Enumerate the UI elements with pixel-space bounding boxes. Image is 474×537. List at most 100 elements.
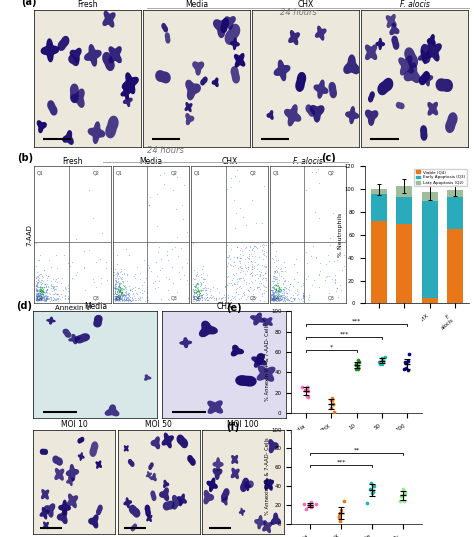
Point xyxy=(272,273,279,281)
Point xyxy=(329,209,337,218)
Polygon shape xyxy=(146,471,152,479)
Point xyxy=(38,290,46,299)
Point xyxy=(38,286,46,295)
Point xyxy=(289,294,296,302)
Point xyxy=(241,270,248,278)
Point xyxy=(271,294,278,303)
Point xyxy=(290,281,297,290)
Point xyxy=(333,284,341,292)
Point xyxy=(285,283,293,292)
Point xyxy=(40,265,48,274)
Point xyxy=(33,281,40,290)
Point xyxy=(280,285,287,293)
Polygon shape xyxy=(255,353,265,365)
Point xyxy=(256,296,264,304)
Point xyxy=(32,274,40,282)
Polygon shape xyxy=(165,32,171,43)
Point xyxy=(221,295,229,304)
Point xyxy=(35,295,42,303)
Point xyxy=(38,289,46,297)
Point xyxy=(34,295,42,304)
Point xyxy=(231,261,239,270)
Point xyxy=(61,294,69,302)
Point xyxy=(281,288,288,296)
Point xyxy=(246,283,254,292)
Point xyxy=(113,294,121,303)
Point xyxy=(110,289,118,298)
Point xyxy=(110,282,118,291)
Point xyxy=(47,280,55,289)
Point xyxy=(190,293,197,301)
Point xyxy=(33,288,41,297)
Polygon shape xyxy=(231,455,238,464)
Point xyxy=(128,296,135,305)
Point xyxy=(136,293,144,302)
Polygon shape xyxy=(345,106,359,124)
Point xyxy=(271,281,279,289)
Point xyxy=(273,294,280,303)
Point xyxy=(129,288,137,297)
Point xyxy=(121,292,128,301)
Point xyxy=(117,289,125,298)
Point xyxy=(235,282,242,291)
Polygon shape xyxy=(315,26,327,41)
Point xyxy=(35,276,42,285)
Polygon shape xyxy=(150,473,157,481)
Point xyxy=(201,282,209,291)
Point xyxy=(287,296,294,305)
Point xyxy=(282,286,290,295)
Point xyxy=(282,284,290,293)
Point xyxy=(268,238,276,247)
Point xyxy=(114,293,122,302)
Point xyxy=(308,497,315,506)
Point xyxy=(248,257,255,266)
Point xyxy=(252,243,259,251)
Point xyxy=(253,284,260,292)
Point xyxy=(33,294,40,303)
Point xyxy=(269,290,277,299)
Point xyxy=(196,295,203,303)
Point xyxy=(279,292,287,301)
Point xyxy=(276,294,284,302)
Point xyxy=(118,290,125,299)
Point xyxy=(115,287,123,296)
X-axis label: Annexin V: Annexin V xyxy=(55,305,90,311)
Point xyxy=(248,272,256,280)
Point xyxy=(276,287,284,296)
Polygon shape xyxy=(146,514,153,522)
Polygon shape xyxy=(231,468,240,479)
Point xyxy=(125,289,132,297)
Polygon shape xyxy=(88,514,99,528)
Point xyxy=(111,274,119,282)
Point xyxy=(38,271,46,280)
Polygon shape xyxy=(425,40,442,62)
Point xyxy=(113,270,120,279)
Point xyxy=(260,182,267,191)
Point xyxy=(272,288,279,297)
Point xyxy=(248,271,255,279)
Point xyxy=(202,291,210,299)
Point xyxy=(111,295,118,304)
Point xyxy=(198,264,206,273)
Point xyxy=(199,269,206,278)
Point xyxy=(277,287,284,296)
Point xyxy=(300,292,307,300)
Point xyxy=(308,168,316,177)
Point xyxy=(72,234,80,243)
Point xyxy=(102,258,109,266)
Polygon shape xyxy=(212,468,222,480)
Point xyxy=(47,296,55,305)
Point xyxy=(127,296,134,304)
Point xyxy=(136,288,144,296)
Point xyxy=(272,294,279,302)
Legend: Viable (Q4), Early Apoptosis (Q3), Late Apoptosis (Q2): Viable (Q4), Early Apoptosis (Q3), Late … xyxy=(414,169,467,186)
Point xyxy=(269,292,277,301)
Point xyxy=(116,286,124,295)
Text: Q4: Q4 xyxy=(194,295,201,300)
Point xyxy=(261,263,269,272)
Point xyxy=(116,282,123,291)
Point xyxy=(224,273,231,282)
Point xyxy=(250,242,257,250)
Point xyxy=(274,294,282,302)
Point xyxy=(36,295,43,303)
